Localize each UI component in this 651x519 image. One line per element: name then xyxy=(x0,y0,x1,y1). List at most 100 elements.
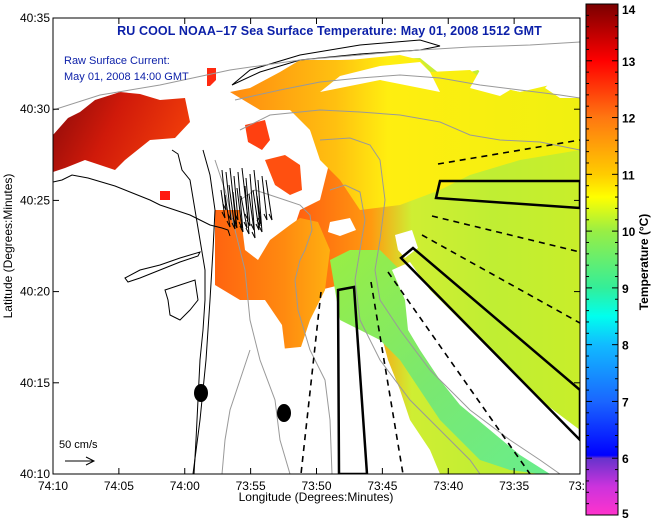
sst-field xyxy=(53,55,580,474)
colorbar-tick-label: 5 xyxy=(622,507,629,519)
colorbar-tick-label: 9 xyxy=(622,282,629,296)
mask-patch xyxy=(328,218,356,236)
x-tick-label: 73:40 xyxy=(433,479,463,493)
lease-box-east xyxy=(434,179,580,210)
mask-patch xyxy=(270,345,330,474)
current-vector-head xyxy=(243,221,248,229)
sst-region-small-red xyxy=(207,68,216,86)
colorbar xyxy=(585,3,619,516)
current-vector xyxy=(225,171,232,221)
dashed-transect xyxy=(431,215,580,253)
current-vector-head xyxy=(221,211,226,219)
mask-patch xyxy=(395,230,418,258)
current-vector-head xyxy=(231,222,236,230)
lease-box-south xyxy=(336,285,369,474)
annotation-line2: May 01, 2008 14:00 GMT xyxy=(64,71,189,83)
colorbar-tick-label: 6 xyxy=(622,452,629,466)
current-vector xyxy=(249,173,256,239)
dashed-transect xyxy=(437,139,580,165)
y-tick-label: 40:25 xyxy=(20,193,50,207)
current-vector-head xyxy=(239,225,244,233)
current-vector-head xyxy=(258,225,263,233)
current-vector xyxy=(265,179,273,221)
coastline xyxy=(53,39,580,474)
colorbar-tick-label: 12 xyxy=(622,112,636,126)
current-vector xyxy=(228,184,236,230)
colorbar-tick-label: 7 xyxy=(622,395,629,409)
shore-outline-east xyxy=(192,149,216,474)
x-tick-label: 74:10 xyxy=(38,479,68,493)
contour-line xyxy=(234,74,580,101)
y-tick-label: 40:15 xyxy=(20,376,50,390)
y-tick-label: 40:35 xyxy=(20,11,50,25)
colorbar-ticks: 14 13 12 11 10 9 8 7 6 5 xyxy=(586,3,636,519)
contour-line xyxy=(221,349,251,474)
contour-line xyxy=(53,41,580,111)
current-vector xyxy=(237,171,244,233)
x-tick-label: 74:05 xyxy=(104,479,134,493)
sst-region-n-patch xyxy=(245,120,270,150)
current-vector xyxy=(221,169,227,211)
coastline-path xyxy=(53,174,231,237)
current-vector-head xyxy=(226,220,231,228)
current-vector-head xyxy=(250,223,255,231)
mask-patch xyxy=(470,70,510,96)
colorbar-tick-label: 11 xyxy=(622,168,635,182)
current-vector-head xyxy=(233,221,238,229)
y-tick-label: 40:20 xyxy=(20,285,50,299)
current-vector-head xyxy=(255,223,260,231)
chart-title-text: RU COOL NOAA–17 Sea Surface Temperature:… xyxy=(117,24,542,38)
current-vector xyxy=(261,175,268,221)
x-tick-label: 73:35 xyxy=(499,479,529,493)
dashed-transect xyxy=(300,291,322,474)
colorbar-label: Temperature (°C) xyxy=(637,214,651,311)
lease-box-diagonal xyxy=(399,246,580,442)
transects xyxy=(300,139,580,474)
y-tick-label: 40:10 xyxy=(20,467,50,481)
colorbar-tick-label: 8 xyxy=(622,339,629,353)
contour-line xyxy=(214,159,291,474)
dashed-transect xyxy=(421,234,580,324)
contour-line xyxy=(239,109,580,151)
dashed-transect xyxy=(387,271,531,474)
sst-region-ne-patch xyxy=(265,155,302,195)
current-vector xyxy=(224,194,231,228)
y-tick-label: 40:30 xyxy=(20,102,50,116)
current-vector xyxy=(245,177,251,227)
x-tick-label: 73:50 xyxy=(301,479,331,493)
northern-shore xyxy=(231,39,441,86)
river-inlet-path-2 xyxy=(164,279,199,321)
current-vector-head xyxy=(263,213,268,221)
colorbar-tick-label: 10 xyxy=(622,225,636,239)
current-vector xyxy=(248,193,255,231)
x-tick-label: 73:45 xyxy=(367,479,397,493)
chart-title: RU COOL NOAA–17 Sea Surface Temperature:… xyxy=(0,24,651,38)
current-vector xyxy=(252,189,260,231)
current-vector xyxy=(240,195,248,229)
current-vector xyxy=(232,191,238,229)
colorbar-tick-label: 13 xyxy=(622,55,636,69)
current-vector xyxy=(236,187,243,229)
current-vectors xyxy=(220,167,273,239)
current-vector-head xyxy=(245,227,250,235)
contour-line xyxy=(239,189,333,474)
scale-arrow-label: 50 cm/s xyxy=(59,439,98,451)
mask-patch xyxy=(392,262,580,474)
buoy-marker xyxy=(277,404,291,422)
current-vector-head xyxy=(257,217,262,225)
current-vector xyxy=(256,195,262,225)
current-vector-head xyxy=(238,221,243,229)
x-axis-label: Longitude (Degrees:Minutes) xyxy=(239,490,394,504)
river-inlet-path xyxy=(124,251,201,283)
current-vector-head xyxy=(251,231,256,239)
current-vector-head xyxy=(268,213,273,221)
current-vector xyxy=(220,189,226,219)
y-axis-label: Latitude (Degrees:Minutes) xyxy=(1,174,15,319)
y-axis: 40:35 40:30 40:25 40:20 40:15 40:10 xyxy=(20,11,580,481)
sst-region-red-square xyxy=(160,191,170,200)
sst-region-northwest xyxy=(53,92,190,172)
contour-line xyxy=(329,184,481,474)
current-vector xyxy=(244,185,250,235)
mask-patch xyxy=(545,66,580,98)
